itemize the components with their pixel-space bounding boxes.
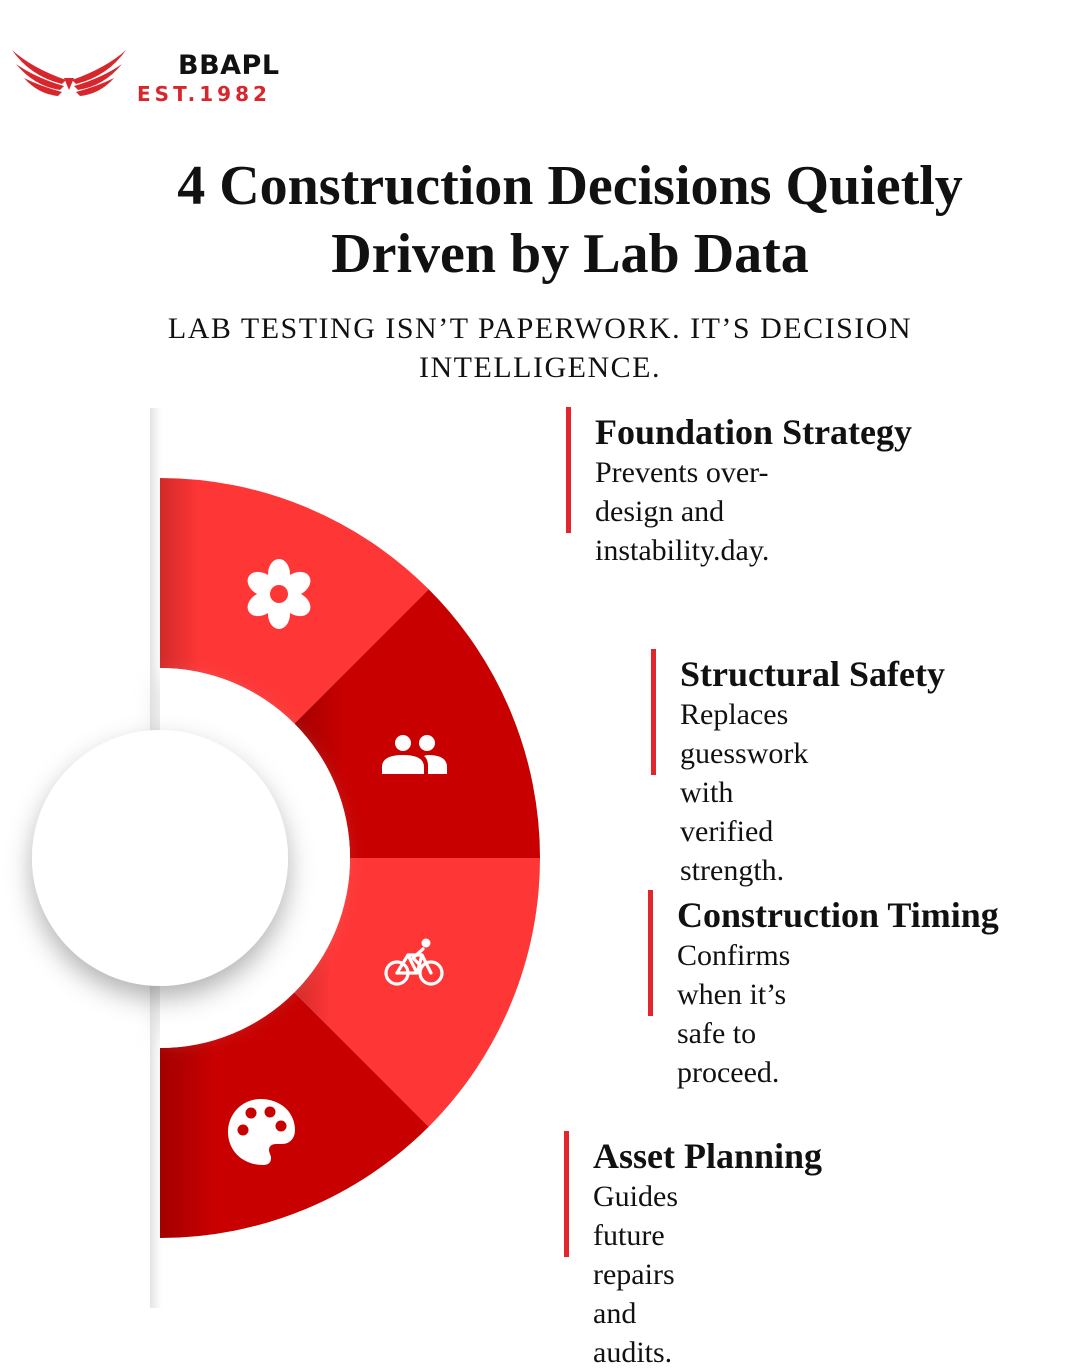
page-subtitle: LAB TESTING ISN’T PAPERWORK. IT’S DECISI… bbox=[110, 309, 970, 387]
subtitle-line-2: INTELLIGENCE. bbox=[419, 351, 661, 384]
item-accent-bar bbox=[566, 407, 571, 533]
title-line-2: Driven by Lab Data bbox=[331, 223, 809, 285]
item-accent-bar bbox=[648, 890, 653, 1016]
item-description-line-2: safe to proceed. bbox=[677, 1017, 780, 1089]
title-line-1: 4 Construction Decisions Quietly bbox=[177, 155, 963, 217]
center-disc bbox=[32, 730, 288, 986]
brand-name: BBAPL bbox=[178, 50, 280, 81]
item-title: Asset Planning bbox=[593, 1136, 823, 1176]
subtitle-line-1: LAB TESTING ISN’T PAPERWORK. IT’S DECISI… bbox=[167, 312, 913, 345]
bbapl-wings-logo bbox=[12, 50, 126, 96]
item-description: Confirms when it’s safe to proceed. bbox=[677, 936, 790, 1092]
segment-asset bbox=[160, 992, 429, 1238]
item-title: Structural Safety bbox=[680, 654, 945, 694]
item-description-line-1: Guides future repairs bbox=[593, 1180, 678, 1291]
segment-timing bbox=[294, 858, 540, 1127]
item-description-line-2: instability.day. bbox=[595, 534, 770, 567]
segment-structural bbox=[294, 589, 540, 858]
item-description-line-1: Prevents over-design and bbox=[595, 456, 769, 528]
item-description-line-1: Confirms when it’s bbox=[677, 939, 791, 1011]
item-description: Guides future repairs and audits. bbox=[593, 1177, 678, 1372]
item-description: Prevents over-design and instability.day… bbox=[595, 453, 769, 570]
item-description: Replaces guesswork with verified strengt… bbox=[680, 695, 808, 890]
item-description-line-1: Replaces guesswork with bbox=[680, 698, 809, 809]
item-title: Construction Timing bbox=[677, 895, 999, 935]
item-description-line-2: and audits. bbox=[593, 1297, 673, 1369]
page-title: 4 Construction Decisions Quietly Driven … bbox=[40, 152, 1080, 288]
palette-icon bbox=[228, 1099, 295, 1165]
brand-established: EST.1982 bbox=[137, 82, 271, 106]
item-accent-bar bbox=[564, 1131, 569, 1257]
item-accent-bar bbox=[651, 649, 656, 775]
bicycle-icon bbox=[384, 938, 444, 986]
semicircle-diagram bbox=[32, 408, 540, 1308]
item-title: Foundation Strategy bbox=[595, 412, 913, 452]
people-icon bbox=[382, 735, 447, 774]
item-description-line-2: verified strength. bbox=[680, 815, 785, 887]
flower-icon bbox=[247, 559, 311, 629]
